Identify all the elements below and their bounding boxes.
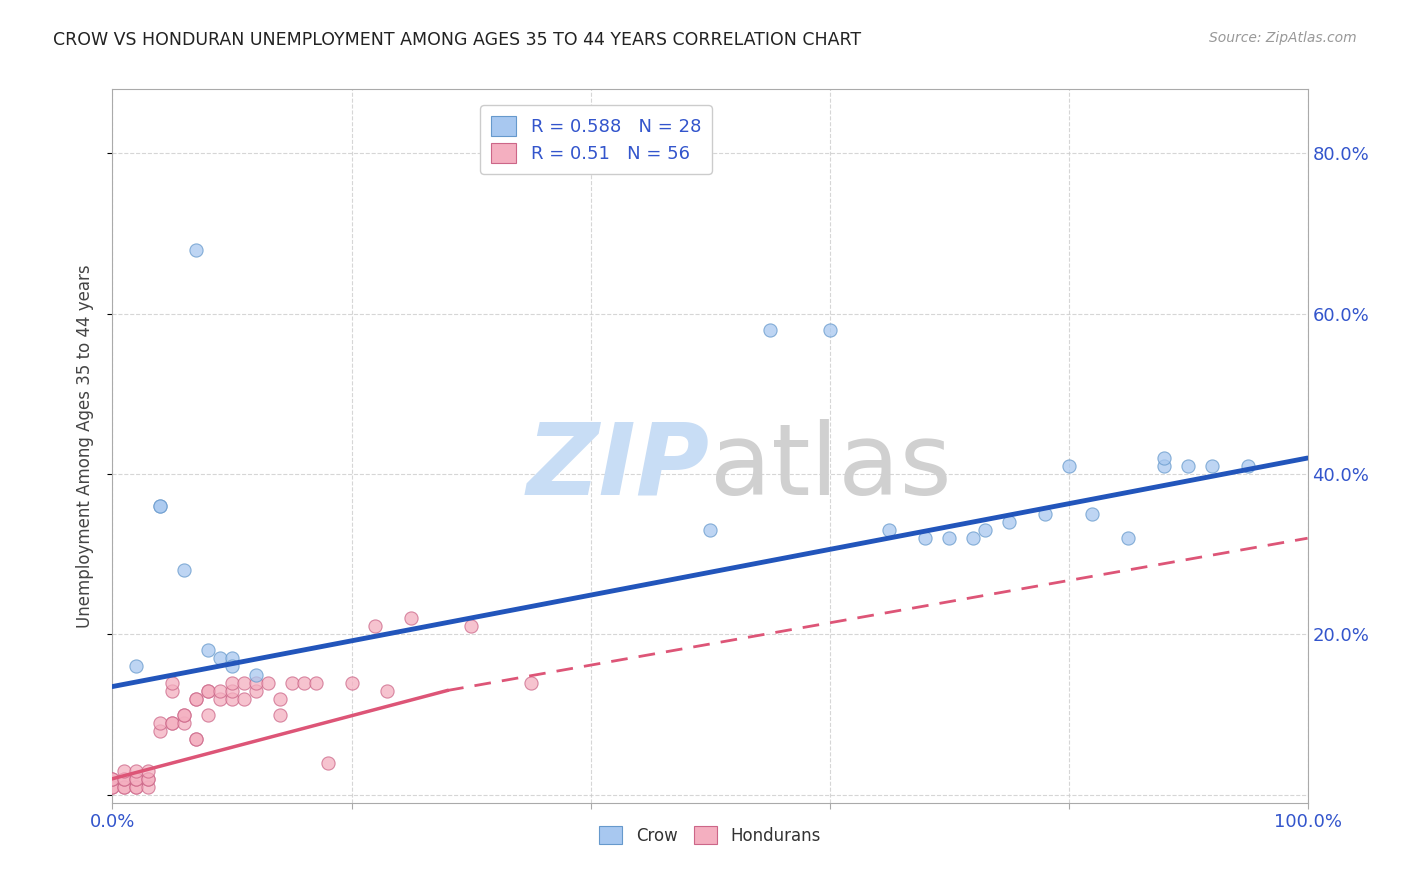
Point bbox=[173, 715, 195, 730]
Point bbox=[998, 515, 1021, 529]
Legend: Crow, Hondurans: Crow, Hondurans bbox=[592, 820, 828, 852]
Point bbox=[209, 651, 232, 665]
Text: atlas: atlas bbox=[710, 419, 952, 516]
Point bbox=[101, 772, 124, 786]
Point bbox=[197, 707, 219, 722]
Point bbox=[209, 683, 232, 698]
Point bbox=[125, 780, 148, 794]
Y-axis label: Unemployment Among Ages 35 to 44 years: Unemployment Among Ages 35 to 44 years bbox=[76, 264, 94, 628]
Point bbox=[114, 772, 135, 786]
Point bbox=[245, 675, 267, 690]
Point bbox=[221, 675, 243, 690]
Point bbox=[292, 675, 315, 690]
Point bbox=[962, 531, 984, 545]
Text: Source: ZipAtlas.com: Source: ZipAtlas.com bbox=[1209, 31, 1357, 45]
Point bbox=[197, 643, 219, 657]
Point bbox=[233, 691, 256, 706]
Point bbox=[269, 707, 291, 722]
Point bbox=[520, 675, 543, 690]
Point bbox=[221, 683, 243, 698]
Point bbox=[197, 683, 219, 698]
Point bbox=[305, 675, 328, 690]
Point bbox=[186, 691, 208, 706]
Point bbox=[364, 619, 387, 633]
Point bbox=[162, 675, 183, 690]
Point bbox=[1118, 531, 1140, 545]
Point bbox=[125, 764, 148, 778]
Point bbox=[138, 764, 160, 778]
Point bbox=[257, 675, 280, 690]
Point bbox=[1033, 507, 1056, 521]
Point bbox=[974, 523, 997, 537]
Point bbox=[186, 731, 208, 746]
Point bbox=[818, 323, 841, 337]
Point bbox=[186, 691, 208, 706]
Point bbox=[149, 499, 172, 513]
Point bbox=[221, 691, 243, 706]
Point bbox=[1237, 458, 1260, 473]
Point bbox=[114, 780, 135, 794]
Point bbox=[149, 723, 172, 738]
Point bbox=[101, 780, 124, 794]
Point bbox=[1201, 458, 1223, 473]
Point bbox=[101, 780, 124, 794]
Point bbox=[377, 683, 399, 698]
Point bbox=[149, 499, 172, 513]
Point bbox=[162, 715, 183, 730]
Point bbox=[221, 659, 243, 673]
Point bbox=[162, 715, 183, 730]
Point bbox=[125, 780, 148, 794]
Point bbox=[186, 243, 208, 257]
Point bbox=[162, 683, 183, 698]
Point bbox=[1081, 507, 1104, 521]
Point bbox=[460, 619, 482, 633]
Point bbox=[1177, 458, 1199, 473]
Point bbox=[173, 707, 195, 722]
Point bbox=[114, 764, 135, 778]
Text: ZIP: ZIP bbox=[527, 419, 710, 516]
Point bbox=[699, 523, 721, 537]
Point bbox=[340, 675, 363, 690]
Point bbox=[125, 772, 148, 786]
Point bbox=[186, 731, 208, 746]
Text: CROW VS HONDURAN UNEMPLOYMENT AMONG AGES 35 TO 44 YEARS CORRELATION CHART: CROW VS HONDURAN UNEMPLOYMENT AMONG AGES… bbox=[53, 31, 862, 49]
Point bbox=[914, 531, 936, 545]
Point bbox=[1057, 458, 1080, 473]
Point bbox=[125, 772, 148, 786]
Point bbox=[138, 772, 160, 786]
Point bbox=[269, 691, 291, 706]
Point bbox=[759, 323, 782, 337]
Point bbox=[114, 772, 135, 786]
Point bbox=[879, 523, 901, 537]
Point bbox=[938, 531, 960, 545]
Point bbox=[209, 691, 232, 706]
Point bbox=[1153, 458, 1175, 473]
Point bbox=[125, 659, 148, 673]
Point bbox=[101, 772, 124, 786]
Point bbox=[173, 563, 195, 577]
Point bbox=[138, 772, 160, 786]
Point bbox=[197, 683, 219, 698]
Point bbox=[245, 683, 267, 698]
Point bbox=[401, 611, 423, 625]
Point bbox=[1153, 450, 1175, 465]
Point bbox=[233, 675, 256, 690]
Point bbox=[245, 667, 267, 681]
Point bbox=[316, 756, 339, 770]
Point bbox=[138, 780, 160, 794]
Point bbox=[281, 675, 304, 690]
Point bbox=[221, 651, 243, 665]
Point bbox=[173, 707, 195, 722]
Point bbox=[149, 715, 172, 730]
Point bbox=[114, 780, 135, 794]
